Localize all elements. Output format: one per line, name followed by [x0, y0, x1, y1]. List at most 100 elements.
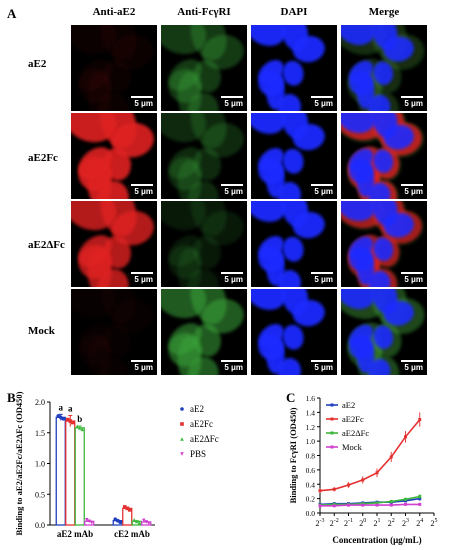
micrograph-ae2dfc-dapi: 5 μm — [251, 201, 337, 287]
x-tick-base: 2 — [431, 519, 435, 528]
data-point — [118, 520, 123, 524]
data-point — [141, 518, 146, 523]
y-axis-label: Binding to aE2/aE2Fc/aE2ΔFc (OD450) — [14, 391, 24, 535]
micrograph-mock-dapi: 5 μm — [251, 289, 337, 375]
data-point — [144, 520, 149, 524]
panel-a-letter: A — [7, 6, 17, 21]
data-point — [68, 419, 73, 423]
data-point — [61, 417, 66, 421]
legend-label: aE2 — [190, 404, 204, 414]
x-tick-label: 2-1 — [344, 518, 353, 528]
legend-marker — [330, 403, 334, 407]
series-line — [320, 503, 420, 507]
micrograph-ae2fc-anti-fcgri: 5 μm — [161, 113, 247, 199]
legend-marker — [330, 417, 334, 421]
scale-bar-label: 5 μm — [314, 99, 333, 108]
data-point — [134, 519, 139, 524]
scale-bar-line — [131, 360, 153, 362]
x-tick-base: 2 — [388, 519, 392, 528]
series-line — [319, 495, 420, 506]
data-point — [361, 503, 365, 507]
row-header-ae2fc: aE2Fc — [28, 152, 58, 164]
data-point — [361, 478, 365, 482]
y-tick-label: 0.4 — [306, 480, 316, 489]
scale-bar: 5 μm — [401, 272, 423, 284]
row-header-ae2dfc: aE2ΔFc — [28, 239, 65, 251]
micrograph-ae2dfc-merge: 5 μm — [341, 201, 427, 287]
scale-bar: 5 μm — [131, 360, 153, 372]
scale-bar: 5 μm — [221, 272, 243, 284]
micrograph-mock-anti-fcgri: 5 μm — [161, 289, 247, 375]
data-point — [332, 504, 336, 508]
micrograph-ae2fc-merge: 5 μm — [341, 113, 427, 199]
legend-marker — [180, 452, 184, 456]
scale-bar: 5 μm — [311, 360, 333, 372]
column-header-anti-ae2: Anti-aE2 — [92, 6, 136, 18]
scale-bar: 5 μm — [311, 272, 333, 284]
micrograph-ae2-dapi: 5 μm — [251, 25, 337, 111]
data-point — [77, 426, 82, 430]
scale-bar-line — [221, 96, 243, 98]
x-tick-label: cE2 mAb — [114, 529, 150, 539]
data-point — [127, 508, 132, 512]
micrograph-ae2fc-anti-ae2: 5 μm — [71, 113, 157, 199]
scale-bar-label: 5 μm — [134, 363, 153, 372]
y-tick-label: 1.4 — [306, 408, 316, 417]
data-point — [132, 518, 137, 522]
scale-bar-label: 5 μm — [314, 275, 333, 284]
scale-bar: 5 μm — [131, 96, 153, 108]
y-tick-label: 1.2 — [306, 423, 316, 432]
scale-bar-label: 5 μm — [314, 363, 333, 372]
legend-marker — [180, 422, 184, 426]
y-tick-label: 0.0 — [35, 521, 45, 530]
scale-bar: 5 μm — [401, 96, 423, 108]
scale-bar-label: 5 μm — [134, 187, 153, 196]
scale-bar-label: 5 μm — [314, 187, 333, 196]
micrograph-ae2-anti-ae2: 5 μm — [71, 25, 157, 111]
y-axis-label: Binding to FcγRI (OD450) — [288, 407, 298, 503]
micrograph-mock-merge: 5 μm — [341, 289, 427, 375]
x-tick-label: 25 — [431, 518, 438, 528]
line-chart-fcgri: 0.00.20.40.60.81.01.21.41.62-3 2-2 2-1 20 21… — [288, 394, 438, 545]
data-point — [75, 424, 80, 429]
data-point — [389, 455, 393, 459]
x-tick-label: 22 — [388, 518, 395, 528]
x-tick-base: 2 — [402, 519, 406, 528]
scale-bar: 5 μm — [221, 360, 243, 372]
x-tick-exponent: -2 — [334, 518, 339, 524]
scale-bar-line — [221, 360, 243, 362]
bar — [55, 416, 66, 526]
x-tick-exponent: 0 — [363, 518, 366, 524]
data-point — [80, 427, 85, 432]
data-point — [418, 418, 422, 422]
data-point — [70, 420, 75, 425]
data-point — [347, 503, 350, 507]
micrograph-ae2dfc-anti-fcgri: 5 μm — [161, 201, 247, 287]
data-point — [404, 497, 407, 501]
scale-bar-line — [131, 272, 153, 274]
data-point — [375, 503, 379, 507]
scale-bar-line — [221, 272, 243, 274]
scale-bar-line — [311, 96, 333, 98]
scale-bar-line — [221, 184, 243, 186]
scale-bar-line — [401, 272, 423, 274]
data-point — [389, 500, 393, 503]
scale-bar-label: 5 μm — [134, 275, 153, 284]
y-tick-label: 0.0 — [306, 509, 316, 518]
micrograph-ae2-anti-fcgri: 5 μm — [161, 25, 247, 111]
data-point — [318, 504, 322, 508]
scale-bar: 5 μm — [221, 96, 243, 108]
legend-marker — [330, 431, 334, 435]
y-tick-label: 1.0 — [35, 460, 45, 469]
scale-bar-line — [131, 96, 153, 98]
x-tick-label: 2-3 — [316, 518, 325, 528]
scale-bar: 5 μm — [221, 184, 243, 196]
bar-chart-binding: 0.0 0.5 1.0 1.5 2.0 Binding to aE2/aE2Fc/aE2Δ… — [14, 391, 219, 539]
panel-b-letter: B — [7, 390, 16, 405]
legend-marker — [180, 407, 184, 411]
legend-label: aE2ΔFc — [342, 428, 369, 438]
y-tick-label: 0.2 — [306, 495, 316, 504]
scale-bar: 5 μm — [311, 184, 333, 196]
data-point — [418, 494, 422, 498]
legend-label: PBS — [190, 449, 206, 459]
